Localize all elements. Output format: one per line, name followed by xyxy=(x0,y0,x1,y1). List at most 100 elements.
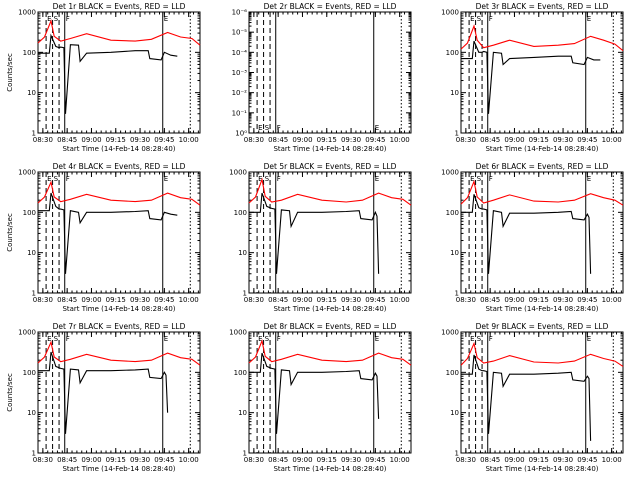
x-tick-label: 10:00 xyxy=(179,456,199,464)
event-marker-label: E xyxy=(587,175,591,183)
y-tick-label: 10 xyxy=(27,89,36,97)
event-marker-label: E xyxy=(587,335,591,343)
y-tick-label: 1 xyxy=(455,130,459,138)
events-series-line xyxy=(249,352,380,434)
events-series-line xyxy=(38,351,169,434)
x-tick-label: 09:30 xyxy=(553,456,573,464)
y-tick-label: 1000 xyxy=(18,9,36,17)
x-axis-title: Start Time (14-Feb-14 08:28:40) xyxy=(62,465,175,473)
event-marker-label: F xyxy=(277,124,281,132)
event-marker-label: E xyxy=(587,15,591,23)
x-tick-label: 08:30 xyxy=(244,296,264,304)
y-tick-label: 10⁻¹ xyxy=(232,109,248,117)
event-marker-label: F xyxy=(66,15,70,23)
y-tick-label: 1 xyxy=(243,450,247,458)
plot-frame xyxy=(460,171,624,294)
x-tick-label: 08:45 xyxy=(268,136,288,144)
x-tick-label: 08:30 xyxy=(33,136,53,144)
x-tick-label: 09:45 xyxy=(577,136,597,144)
x-axis-title: Start Time (14-Feb-14 08:28:40) xyxy=(273,465,386,473)
event-marker-label: E xyxy=(258,175,262,183)
x-tick-label: 09:00 xyxy=(504,136,524,144)
x-tick-label: 08:30 xyxy=(33,456,53,464)
events-series-line xyxy=(461,194,592,274)
x-tick-label: 09:15 xyxy=(317,456,337,464)
y-tick-label: 10 xyxy=(450,249,459,257)
y-tick-label: 10 xyxy=(27,409,36,417)
event-marker-label: F xyxy=(66,175,70,183)
x-tick-label: 09:45 xyxy=(365,456,385,464)
y-tick-label: 10 xyxy=(238,249,247,257)
y-tick-label: 1000 xyxy=(18,329,36,337)
x-tick-label: 09:30 xyxy=(341,136,361,144)
y-tick-label: 1000 xyxy=(441,9,459,17)
y-tick-label: 100 xyxy=(23,369,36,377)
x-tick-label: 09:45 xyxy=(577,456,597,464)
x-axis-title: Start Time (14-Feb-14 08:28:40) xyxy=(485,145,598,153)
events-series-line xyxy=(461,40,601,114)
x-tick-label: 08:45 xyxy=(480,456,500,464)
plot-title: Det 9r BLACK = Events, RED = LLD xyxy=(476,322,609,331)
x-tick-label: 08:30 xyxy=(456,136,476,144)
x-tick-label: 10:00 xyxy=(390,456,410,464)
x-tick-label: 09:00 xyxy=(81,296,101,304)
y-tick-label: 10⁻³ xyxy=(232,69,248,77)
x-tick-label: 08:45 xyxy=(268,456,288,464)
y-tick-label: 1000 xyxy=(229,329,247,337)
x-tick-label: 09:15 xyxy=(529,136,549,144)
x-tick-label: 09:00 xyxy=(504,456,524,464)
y-tick-label: 10 xyxy=(27,249,36,257)
y-tick-label: 10⁰ xyxy=(235,130,247,138)
events-series-line xyxy=(38,192,178,274)
y-tick-label: 10 xyxy=(450,409,459,417)
x-tick-label: 09:00 xyxy=(292,136,312,144)
y-tick-label: 100 xyxy=(446,209,459,217)
event-marker-label: E xyxy=(47,175,51,183)
event-marker-label: S xyxy=(54,15,59,23)
lld-series-line xyxy=(460,24,624,52)
x-tick-label: 08:45 xyxy=(57,456,77,464)
event-marker-label: S xyxy=(265,175,270,183)
x-tick-label: 08:30 xyxy=(33,296,53,304)
x-axis-title: Start Time (14-Feb-14 08:28:40) xyxy=(273,145,386,153)
y-tick-label: 1000 xyxy=(18,169,36,177)
event-marker-label: E xyxy=(164,335,168,343)
plot-frame xyxy=(248,171,412,294)
plot-frame xyxy=(37,171,201,294)
x-tick-label: 09:15 xyxy=(317,296,337,304)
y-tick-label: 100 xyxy=(23,209,36,217)
event-marker-label: E xyxy=(375,175,379,183)
y-tick-label: 10⁻⁴ xyxy=(232,49,248,57)
y-tick-label: 100 xyxy=(446,369,459,377)
event-marker-label: E xyxy=(164,175,168,183)
x-tick-label: 10:00 xyxy=(602,136,622,144)
x-axis-title: Start Time (14-Feb-14 08:28:40) xyxy=(485,305,598,313)
x-tick-label: 08:30 xyxy=(244,136,264,144)
y-axis-title: Counts/sec xyxy=(6,53,14,92)
lld-series-line xyxy=(37,180,201,206)
event-marker-label: S xyxy=(54,175,59,183)
x-axis-title: Start Time (14-Feb-14 08:28:40) xyxy=(273,305,386,313)
lld-series-line xyxy=(460,341,624,367)
y-tick-label: 10⁻² xyxy=(232,89,248,97)
x-axis-title: Start Time (14-Feb-14 08:28:40) xyxy=(485,465,598,473)
plot-title: Det 5r BLACK = Events, RED = LLD xyxy=(264,162,397,171)
y-axis-title: Counts/sec xyxy=(6,213,14,252)
event-marker-label: E xyxy=(470,335,474,343)
lld-series-line xyxy=(460,179,624,206)
x-tick-label: 08:30 xyxy=(244,456,264,464)
x-tick-label: 08:45 xyxy=(57,136,77,144)
plot-title: Det 8r BLACK = Events, RED = LLD xyxy=(264,322,397,331)
event-marker-label: S xyxy=(265,124,270,132)
plot-title: Det 3r BLACK = Events, RED = LLD xyxy=(476,2,609,11)
event-marker-label: F xyxy=(66,335,70,343)
x-tick-label: 09:45 xyxy=(365,296,385,304)
y-tick-label: 1 xyxy=(32,290,36,298)
event-marker-label: E xyxy=(470,15,474,23)
plot-title: Det 6r BLACK = Events, RED = LLD xyxy=(476,162,609,171)
x-tick-label: 09:00 xyxy=(81,456,101,464)
y-axis-title: Counts/sec xyxy=(6,373,14,412)
x-tick-label: 09:15 xyxy=(317,136,337,144)
lld-series-line xyxy=(37,340,201,366)
